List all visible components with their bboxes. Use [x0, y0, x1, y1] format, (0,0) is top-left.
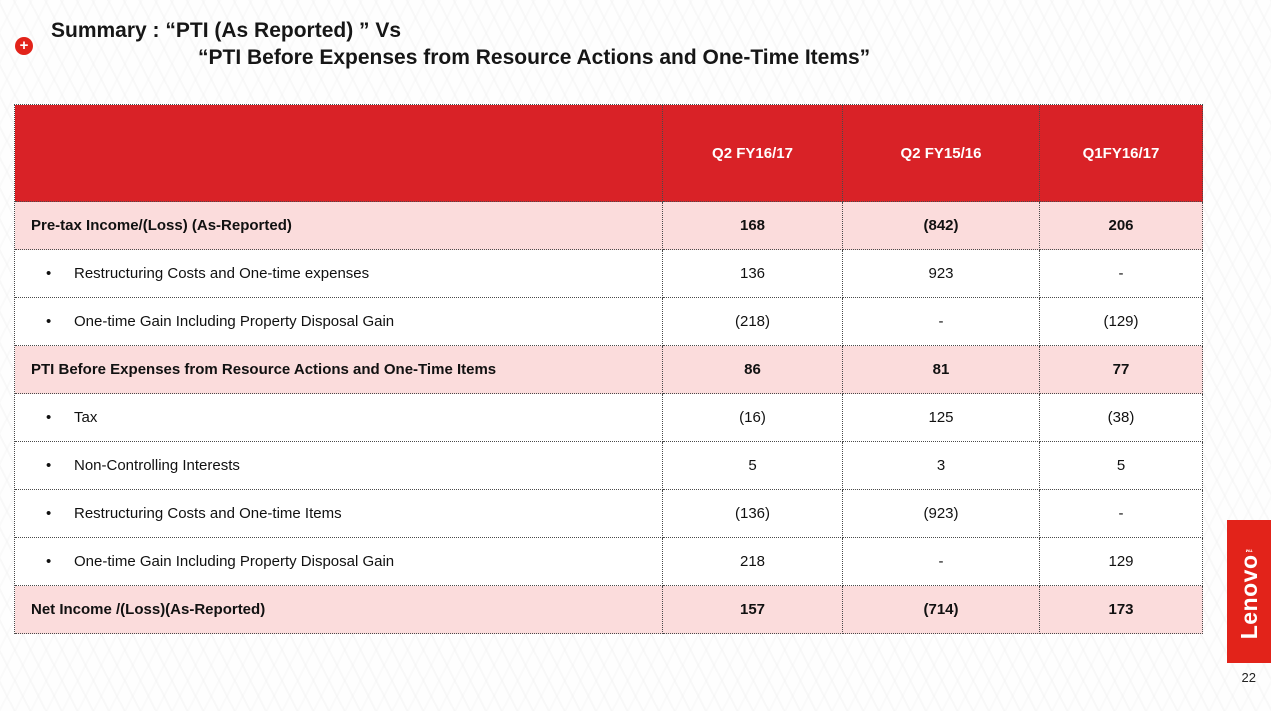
table-cell: (714): [843, 586, 1040, 634]
row-label: • One-time Gain Including Property Dispo…: [15, 538, 663, 586]
bullet-icon: •: [46, 409, 52, 426]
bullet-icon: •: [46, 457, 52, 474]
pti-summary-table: Q2 FY16/17 Q2 FY15/16 Q1FY16/17 Pre-tax …: [14, 104, 1203, 634]
row-label-text: Pre-tax Income/(Loss) (As-Reported): [31, 217, 292, 234]
table-cell: 157: [663, 586, 843, 634]
row-label: • Restructuring Costs and One-time expen…: [15, 250, 663, 298]
table-cell: (16): [663, 394, 843, 442]
row-label-text: One-time Gain Including Property Disposa…: [74, 553, 395, 570]
table-cell: -: [843, 538, 1040, 586]
table-cell: 206: [1040, 202, 1203, 250]
slide-title: Summary : “PTI (As Reported) ” Vs “PTI B…: [51, 17, 870, 71]
table-cell: 136: [663, 250, 843, 298]
row-label: Pre-tax Income/(Loss) (As-Reported): [15, 202, 663, 250]
page-number: 22: [1241, 670, 1256, 685]
row-label-text: Restructuring Costs and One-time expense…: [74, 265, 370, 282]
row-label-text: Tax: [74, 409, 98, 426]
table-cell: 923: [843, 250, 1040, 298]
column-header-q2-fy16-17: Q2 FY16/17: [663, 105, 843, 202]
table-cell: (136): [663, 490, 843, 538]
title-line-1: Summary : “PTI (As Reported) ” Vs: [51, 19, 402, 42]
table-cell: -: [1040, 250, 1203, 298]
table-cell: 218: [663, 538, 843, 586]
trademark-symbol: ™: [1244, 543, 1253, 554]
table-cell: (38): [1040, 394, 1203, 442]
table-cell: (129): [1040, 298, 1203, 346]
column-header-q2-fy15-16: Q2 FY15/16: [843, 105, 1040, 202]
bullet-icon: •: [46, 505, 52, 522]
row-label-text: Net Income /(Loss)(As-Reported): [31, 601, 266, 618]
bullet-icon: •: [46, 313, 52, 330]
row-label-text: One-time Gain Including Property Disposa…: [74, 313, 395, 330]
bullet-icon: •: [46, 553, 52, 570]
title-line-2: “PTI Before Expenses from Resource Actio…: [198, 46, 871, 69]
table-cell: 5: [1040, 442, 1203, 490]
table-cell: (842): [843, 202, 1040, 250]
lenovo-logo-text: Lenovo ™: [1235, 543, 1262, 640]
table-cell: 86: [663, 346, 843, 394]
logo-wordmark: Lenovo: [1235, 554, 1262, 640]
row-label: Net Income /(Loss)(As-Reported): [15, 586, 663, 634]
table-cell: 3: [843, 442, 1040, 490]
table-cell: 125: [843, 394, 1040, 442]
row-label: PTI Before Expenses from Resource Action…: [15, 346, 663, 394]
table-cell: 81: [843, 346, 1040, 394]
table-cell: 168: [663, 202, 843, 250]
column-header-q1-fy16-17: Q1FY16/17: [1040, 105, 1203, 202]
row-label: • Tax: [15, 394, 663, 442]
row-label: • Non-Controlling Interests: [15, 442, 663, 490]
table-cell: -: [843, 298, 1040, 346]
row-label: • One-time Gain Including Property Dispo…: [15, 298, 663, 346]
plus-bullet-icon: +: [15, 37, 33, 55]
table-cell: 173: [1040, 586, 1203, 634]
row-label-text: Non-Controlling Interests: [74, 457, 240, 474]
table-cell: 77: [1040, 346, 1203, 394]
row-label: • Restructuring Costs and One-time Items: [15, 490, 663, 538]
bullet-icon: •: [46, 265, 52, 282]
table-cell: (218): [663, 298, 843, 346]
row-label-text: Restructuring Costs and One-time Items: [74, 505, 342, 522]
table-cell: 129: [1040, 538, 1203, 586]
table-cell: -: [1040, 490, 1203, 538]
table-cell: (923): [843, 490, 1040, 538]
lenovo-logo: Lenovo ™: [1227, 520, 1271, 663]
table-cell: 5: [663, 442, 843, 490]
table-corner-cell: [15, 105, 663, 202]
row-label-text: PTI Before Expenses from Resource Action…: [31, 361, 497, 378]
